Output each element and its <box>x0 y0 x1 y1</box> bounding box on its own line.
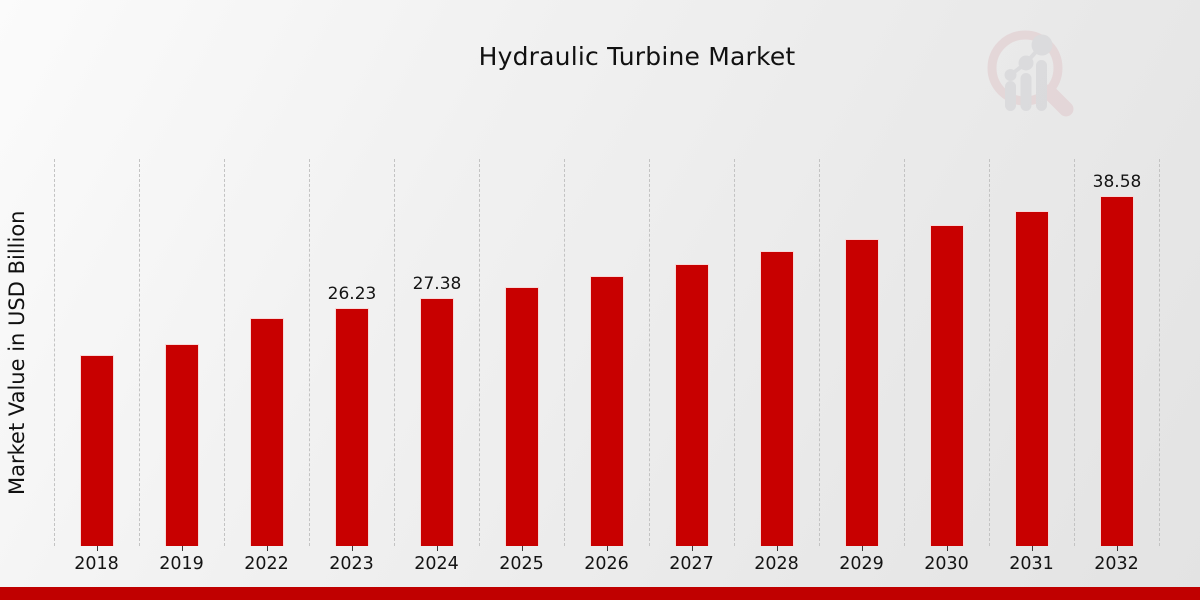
bar-group-2027 <box>649 159 734 546</box>
x-tick-label-2030: 2030 <box>904 546 989 580</box>
x-tick <box>691 546 693 551</box>
bar <box>590 275 624 546</box>
bar-value-label: 26.23 <box>327 284 377 305</box>
x-tick-label-2019: 2019 <box>139 546 224 580</box>
bar-group-2023: 26.23 <box>309 159 394 546</box>
x-tick <box>436 546 438 551</box>
x-tick-label-2028: 2028 <box>734 546 819 580</box>
x-tick <box>96 546 98 551</box>
bar-group-2025 <box>479 159 564 546</box>
x-tick-label-2023: 2023 <box>309 546 394 580</box>
bar <box>335 308 369 546</box>
bar-group-2018 <box>54 159 139 546</box>
x-tick <box>776 546 778 551</box>
bar <box>1100 196 1134 546</box>
bar-group-2019 <box>139 159 224 546</box>
bar-group-2030 <box>904 159 989 546</box>
footer-accent-bar <box>0 587 1200 600</box>
x-axis: 2018 2019 2022 2023 2024 2025 2026 2027 2028 2029… <box>54 546 1159 580</box>
x-tick-label-2024: 2024 <box>394 546 479 580</box>
bar <box>505 286 539 546</box>
bar <box>1015 211 1049 546</box>
x-tick-label-2022: 2022 <box>224 546 309 580</box>
bar <box>760 251 794 546</box>
x-tick <box>946 546 948 551</box>
x-tick-label-2029: 2029 <box>819 546 904 580</box>
x-tick <box>1116 546 1118 551</box>
bar <box>930 225 964 546</box>
x-tick-label-2018: 2018 <box>54 546 139 580</box>
x-tick <box>606 546 608 551</box>
bar <box>250 317 284 546</box>
x-tick-label-2031: 2031 <box>989 546 1074 580</box>
bar-group-2022 <box>224 159 309 546</box>
x-tick-label-2032: 2032 <box>1074 546 1159 580</box>
bar-group-2026 <box>564 159 649 546</box>
plot-area: 26.23 27.38 38.58 <box>54 159 1160 546</box>
bar <box>165 343 199 546</box>
x-tick <box>181 546 183 551</box>
y-axis-label: Market Value in USD Billion <box>5 210 29 495</box>
x-tick-label-2027: 2027 <box>649 546 734 580</box>
chart-title: Hydraulic Turbine Market <box>478 42 796 71</box>
x-tick <box>521 546 523 551</box>
bar-group-2031 <box>989 159 1074 546</box>
bar <box>420 297 454 546</box>
bar-group-2029 <box>819 159 904 546</box>
x-tick <box>861 546 863 551</box>
bar-group-2028 <box>734 159 819 546</box>
x-tick <box>1031 546 1033 551</box>
bar <box>675 263 709 546</box>
x-tick-label-2025: 2025 <box>479 546 564 580</box>
bar-value-label: 27.38 <box>412 273 462 294</box>
bar <box>845 238 879 546</box>
x-tick <box>266 546 268 551</box>
magnifier-bar-chart-logo-icon <box>987 30 1074 117</box>
bar <box>80 354 114 546</box>
bar-group-2032: 38.58 <box>1074 159 1159 546</box>
x-tick <box>351 546 353 551</box>
x-tick-label-2026: 2026 <box>564 546 649 580</box>
bar-group-2024: 27.38 <box>394 159 479 546</box>
bar-value-label: 38.58 <box>1092 172 1142 193</box>
